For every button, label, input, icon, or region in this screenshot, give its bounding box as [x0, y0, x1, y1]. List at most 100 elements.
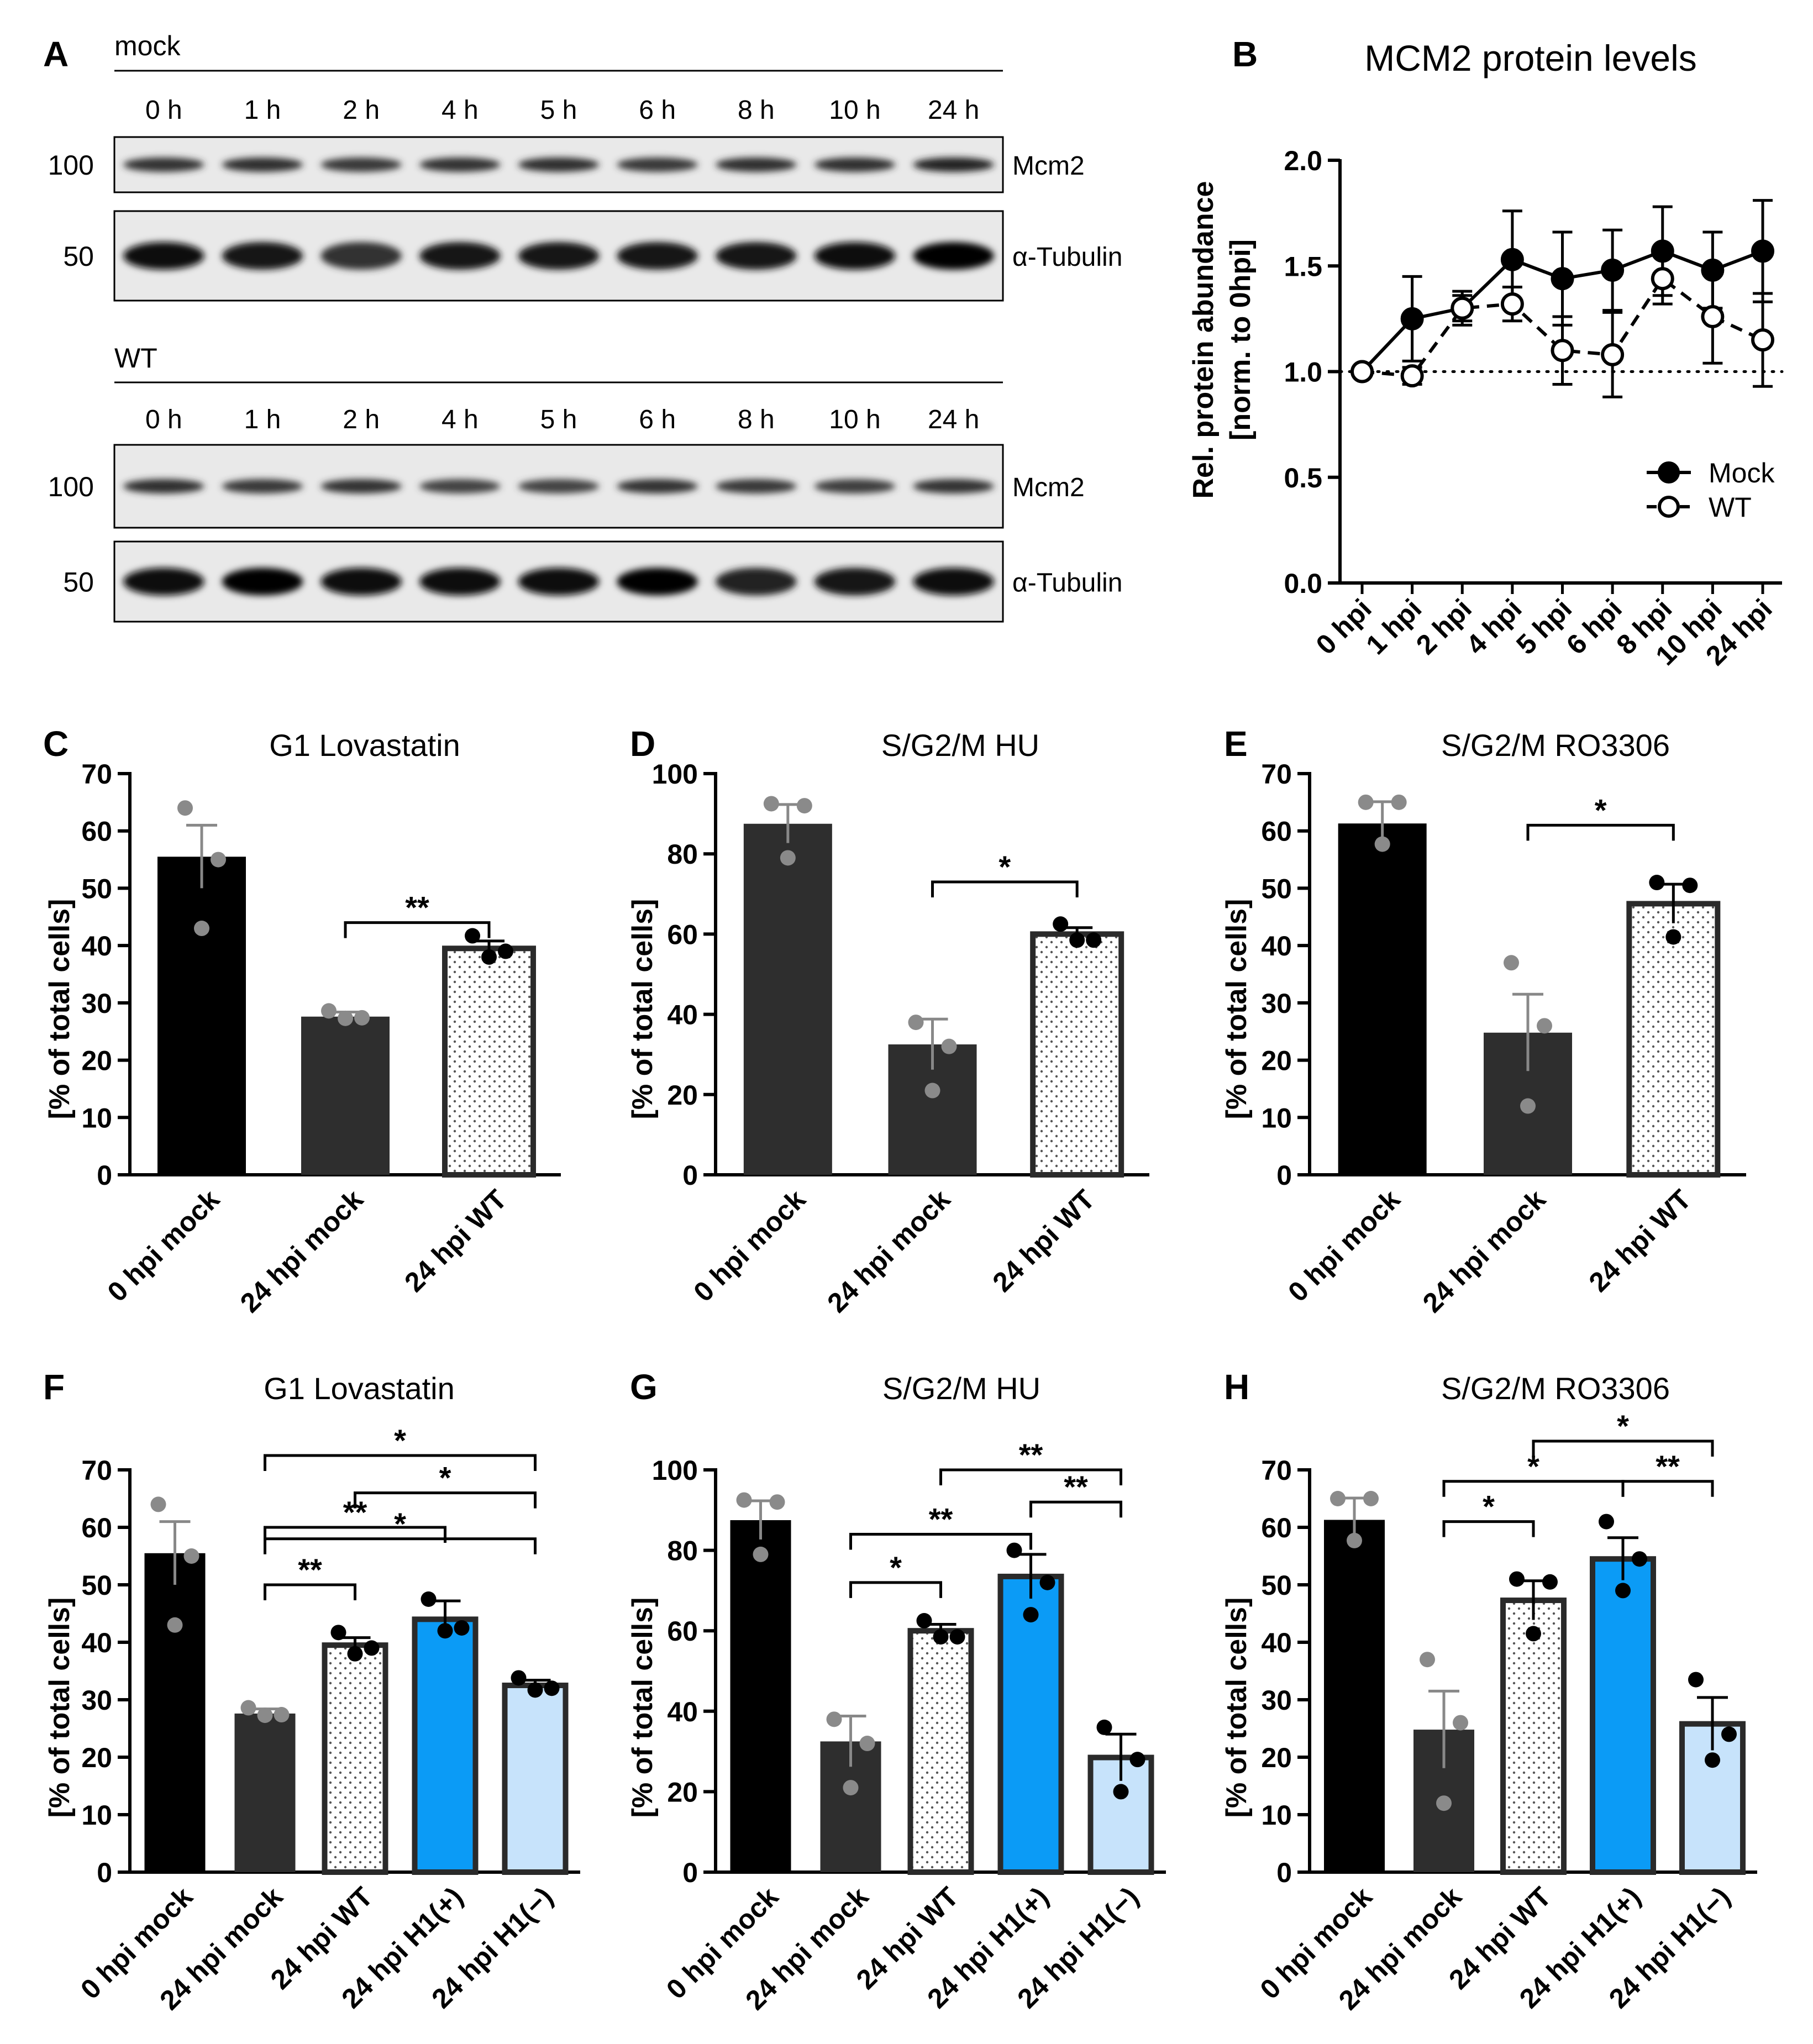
bracket-line	[1029, 1500, 1122, 1518]
panel-g-title: S/G2/M HU	[882, 1371, 1040, 1406]
blot-band	[716, 242, 797, 270]
replicate-point	[177, 800, 193, 816]
data-point	[1551, 339, 1574, 362]
bar	[502, 1683, 569, 1875]
blot-strip	[113, 210, 1004, 302]
significance-label: *	[1617, 1409, 1629, 1443]
data-point	[1500, 292, 1524, 316]
replicate-point	[1129, 1752, 1145, 1768]
panel-f-label: F	[43, 1367, 65, 1407]
blot-band	[222, 242, 303, 270]
replicate-point	[1363, 1491, 1379, 1506]
timepoint-label: 0 h	[145, 405, 182, 434]
protein-label: Mcm2	[1012, 151, 1085, 181]
x-tick-label: 0 hpi mock	[1282, 1184, 1406, 1307]
replicate-point	[916, 1613, 932, 1628]
data-point	[1500, 248, 1524, 271]
y-tick-label: 60	[81, 816, 112, 847]
replicate-point	[1682, 877, 1698, 894]
blot-band	[913, 157, 994, 172]
blot-band	[617, 568, 698, 596]
bar	[1324, 1520, 1385, 1872]
panel-b-title: MCM2 protein levels	[1364, 38, 1697, 78]
replicate-point	[421, 1591, 437, 1607]
x-tick-label: 5 hpi	[1510, 593, 1578, 660]
y-tick-label: 30	[1261, 1685, 1292, 1716]
significance-label: **	[405, 890, 429, 925]
replicate-point	[240, 1700, 256, 1716]
blot-band	[617, 479, 698, 493]
panel-b: B MCM2 protein levels Rel. protein abund…	[1187, 34, 1784, 671]
replicate-point	[527, 1682, 543, 1698]
y-tick-label: 10	[1261, 1800, 1292, 1831]
blot-band	[123, 157, 204, 172]
bar	[1626, 901, 1721, 1178]
replicate-point	[274, 1707, 290, 1723]
x-tick-label: 0 hpi mock	[687, 1184, 811, 1307]
replicate-point	[465, 928, 480, 944]
replicate-point	[354, 1010, 370, 1026]
bar	[743, 823, 832, 1175]
bar-chart-d: 0 20 40 60 80 100 0 hpi mock 24 hpi mock 24 hpi …	[652, 759, 1149, 1318]
bracket-line	[344, 921, 491, 938]
significance-label: *	[394, 1423, 406, 1458]
y-tick-label: 1.0	[1284, 357, 1322, 388]
replicate-point	[257, 1707, 273, 1724]
blot-band	[320, 568, 402, 596]
significance-bracket: *	[264, 1423, 537, 1471]
replicate-point	[1705, 1752, 1720, 1768]
bracket-line	[264, 1454, 537, 1471]
blot-band	[222, 479, 303, 493]
blot-group-label: WT	[114, 343, 157, 374]
x-tick-label: 0 hpi	[1310, 593, 1378, 660]
panel-e-ylabel: [% of total cells]	[1221, 899, 1253, 1120]
significance-bracket: *	[1532, 1409, 1714, 1457]
panel-h-label: H	[1224, 1367, 1249, 1407]
y-tick-label: 60	[1261, 1512, 1292, 1543]
blot-band	[518, 568, 600, 596]
significance-label: *	[394, 1506, 406, 1541]
y-tick-label: 40	[81, 1627, 112, 1658]
blot-band	[419, 242, 501, 270]
size-marker: 100	[48, 150, 94, 181]
significance-label: **	[929, 1501, 953, 1536]
blot-band	[814, 479, 896, 493]
bracket-line	[1532, 1439, 1714, 1457]
y-tick-label: 40	[1261, 1627, 1292, 1658]
bar	[442, 945, 536, 1178]
y-tick-label: 80	[667, 839, 698, 870]
timepoint-label: 1 h	[244, 405, 281, 434]
y-tick-label: 70	[81, 1455, 112, 1486]
timepoint-label: 6 h	[639, 405, 676, 434]
replicate-point	[769, 1494, 785, 1510]
timepoint-label: 2 h	[343, 405, 380, 434]
data-point	[1400, 364, 1424, 388]
bar	[730, 1520, 791, 1872]
panel-b-ylabel-line2: [norm. to 0hpi]	[1225, 239, 1257, 440]
blot-strip	[113, 136, 1004, 193]
y-tick-label: 50	[1261, 1570, 1292, 1601]
blot-band	[814, 242, 896, 270]
replicate-point	[763, 796, 779, 812]
panel-f-title: G1 Lovastatin	[264, 1371, 455, 1406]
legend-entry: WT	[1709, 492, 1752, 523]
bracket-line	[931, 880, 1079, 898]
bar	[234, 1713, 296, 1872]
y-tick-label: 50	[1261, 873, 1292, 904]
panel-h-title: S/G2/M RO3306	[1441, 1371, 1670, 1406]
replicate-point	[1688, 1672, 1704, 1688]
replicate-point	[1069, 932, 1085, 948]
y-tick-label: 60	[81, 1512, 112, 1543]
y-tick-label: 0.5	[1284, 463, 1322, 493]
panel-d-ylabel: [% of total cells]	[627, 899, 659, 1120]
replicate-point	[908, 1015, 924, 1031]
data-point	[1601, 258, 1625, 282]
panel-g-label: G	[630, 1367, 658, 1407]
panel-e-title: S/G2/M RO3306	[1441, 728, 1670, 763]
panel-c: C G1 Lovastatin [% of total cells] 0 10 20…	[43, 724, 561, 1318]
bracket-line	[939, 1468, 1122, 1485]
